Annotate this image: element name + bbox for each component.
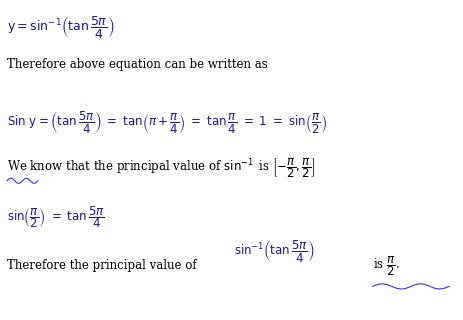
Text: $\mathrm{Sin\ y} = \left(\tan\dfrac{5\pi}{4}\right)\ =\ \tan\!\left(\pi+\dfrac{\: $\mathrm{Sin\ y} = \left(\tan\dfrac{5\pi… [7,109,327,135]
Text: Therefore the principal value of: Therefore the principal value of [7,259,197,272]
Text: $\sin^{-1}\!\left(\tan\dfrac{5\pi}{4}\right)$: $\sin^{-1}\!\left(\tan\dfrac{5\pi}{4}\ri… [234,238,314,264]
Text: $\mathrm{y} = \sin^{-1}\!\left(\tan\dfrac{5\pi}{4}\right)$: $\mathrm{y} = \sin^{-1}\!\left(\tan\dfra… [7,14,114,40]
Text: Therefore above equation can be written as: Therefore above equation can be written … [7,58,268,71]
Text: $\sin\!\left(\dfrac{\pi}{2}\right)\ =\ \tan\dfrac{5\pi}{4}$: $\sin\!\left(\dfrac{\pi}{2}\right)\ =\ \… [7,205,105,230]
Text: is $\dfrac{\pi}{2}$.: is $\dfrac{\pi}{2}$. [373,254,400,278]
Text: We know that the principal value of $\sin^{-1}$ is $\left[-\dfrac{\pi}{2},\dfrac: We know that the principal value of $\si… [7,157,315,180]
